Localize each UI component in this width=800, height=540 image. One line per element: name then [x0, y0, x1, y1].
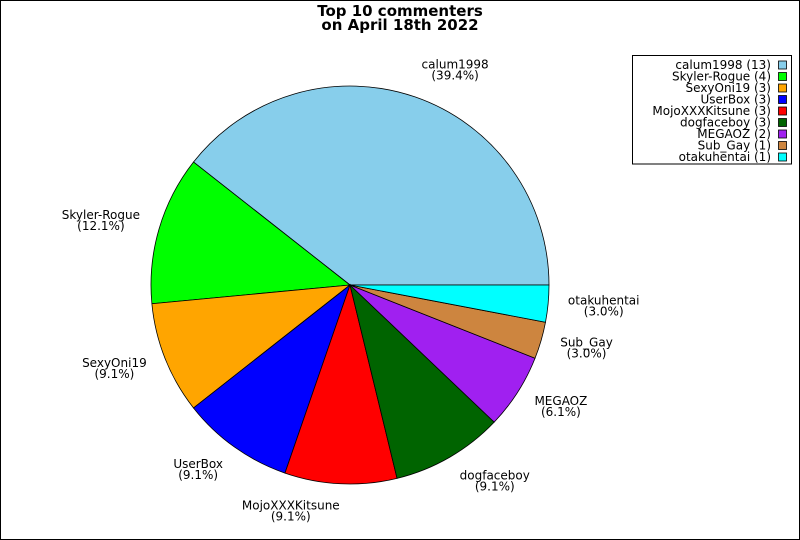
slice-value-label: (9.1%): [94, 367, 134, 381]
slice-value-label: (9.1%): [178, 468, 218, 482]
legend-label: calum1998 (13): [675, 58, 771, 72]
slice-value-label: (6.1%): [541, 405, 581, 419]
legend-swatch: [778, 60, 787, 70]
legend-label: dogfaceboy (3): [680, 116, 771, 130]
slice-value-label: (12.1%): [77, 219, 124, 233]
legend-label: Sub_Gay (1): [698, 139, 771, 153]
pie-slice: [284, 283, 398, 485]
legend-swatch: [778, 95, 787, 104]
legend-swatch: [778, 83, 787, 93]
legend-label: otakuhentai (1): [679, 150, 771, 164]
pie-slice: [150, 161, 352, 305]
pie-slice: [192, 85, 550, 286]
legend-box: [632, 55, 792, 165]
legend-swatch: [778, 106, 787, 116]
pie-slice: [192, 283, 351, 474]
slice-label: dogfaceboy: [460, 468, 530, 482]
slice-label: otakuhentai: [568, 293, 640, 307]
legend-label: MEGAOZ (2): [697, 127, 771, 141]
slice-label: Skyler-Rogue: [62, 208, 140, 222]
slice-value-label: (9.1%): [271, 510, 311, 524]
slice-label: SexyOni19: [82, 356, 147, 370]
legend-label: SexyOni19 (3): [686, 81, 771, 95]
legend-label: UserBox (3): [701, 93, 771, 107]
pie-slice: [349, 284, 550, 323]
slice-label: MojoXXXKitsune: [242, 499, 340, 513]
slice-value-label: (3.0%): [567, 346, 607, 360]
legend-swatch: [778, 141, 787, 150]
chart-title: Top 10 commenters: [317, 2, 483, 20]
slice-label: Sub_Gay: [560, 335, 613, 349]
slice-value-label: (9.1%): [475, 479, 515, 493]
legend-swatch: [778, 152, 787, 162]
slice-label: MEGAOZ: [534, 394, 587, 408]
legend-swatch: [778, 118, 787, 127]
pie-slice: [151, 284, 352, 409]
legend-swatch: [778, 72, 787, 81]
pie-slice: [349, 283, 495, 479]
chart-title: on April 18th 2022: [321, 16, 478, 34]
slice-value-label: (39.4%): [431, 69, 478, 83]
legend-swatch: [778, 129, 787, 139]
slice-value-label: (3.0%): [584, 304, 624, 318]
legend-label: MojoXXXKitsune (3): [652, 104, 771, 118]
legend-label: Skyler-Rogue (4): [672, 70, 771, 84]
slice-label: calum1998: [422, 58, 489, 72]
slice-label: UserBox: [173, 457, 223, 471]
